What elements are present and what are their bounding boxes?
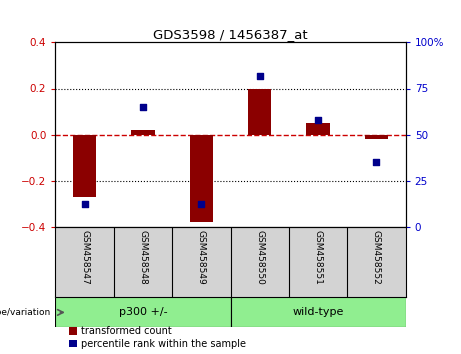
Text: GSM458547: GSM458547 <box>80 230 89 285</box>
Bar <box>365 135 388 139</box>
Text: GSM458552: GSM458552 <box>372 230 381 285</box>
Bar <box>131 130 154 135</box>
Bar <box>248 88 272 135</box>
Text: GSM458551: GSM458551 <box>313 230 323 285</box>
Point <box>256 73 263 79</box>
Text: GSM458548: GSM458548 <box>138 230 148 285</box>
Text: genotype/variation: genotype/variation <box>0 308 51 317</box>
Bar <box>55 297 230 327</box>
Bar <box>307 123 330 135</box>
Bar <box>230 297 406 327</box>
Point <box>314 117 322 122</box>
Point <box>81 202 88 207</box>
Text: wild-type: wild-type <box>292 307 344 318</box>
Bar <box>189 135 213 222</box>
Bar <box>73 135 96 197</box>
Text: GSM458549: GSM458549 <box>197 230 206 285</box>
Point <box>139 104 147 110</box>
Point <box>198 202 205 207</box>
Title: GDS3598 / 1456387_at: GDS3598 / 1456387_at <box>153 28 308 41</box>
Text: GSM458550: GSM458550 <box>255 230 264 285</box>
Legend: transformed count, percentile rank within the sample: transformed count, percentile rank withi… <box>70 326 246 349</box>
Point <box>373 159 380 165</box>
Text: p300 +/-: p300 +/- <box>118 307 167 318</box>
